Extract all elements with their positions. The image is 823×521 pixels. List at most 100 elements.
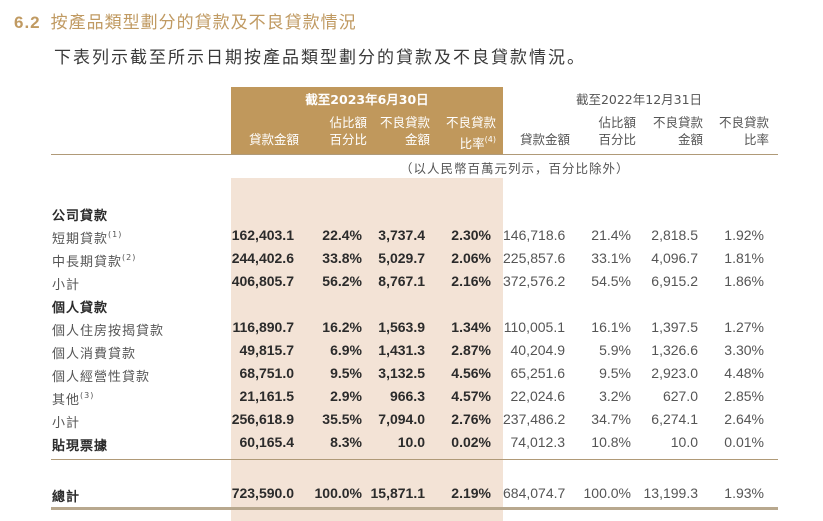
cell-2023: 2.16%	[451, 273, 491, 289]
cell-2022: 1.92%	[724, 227, 764, 243]
cell-2022: 627.0	[662, 388, 698, 404]
subtotal-rule	[51, 459, 778, 460]
cell-2022: 1.81%	[724, 250, 764, 266]
cell-2022: 22,024.6	[510, 388, 566, 404]
cell-2023: 100.0%	[314, 485, 362, 501]
cell-2023: 723,590.0	[231, 485, 294, 501]
total-rule	[51, 507, 778, 510]
cell-2022: 2.85%	[724, 388, 764, 404]
cell-2023: 1.34%	[451, 319, 491, 335]
cell-2023: 1,431.3	[378, 342, 425, 358]
cell-2023: 49,815.7	[239, 342, 295, 358]
cell-2022: 6,915.2	[651, 273, 698, 289]
intro-text: 下表列示截至所示日期按產品類型劃分的貸款及不良貸款情況。	[54, 48, 586, 68]
cell-2023: 966.3	[389, 388, 425, 404]
col-header: 佔比額 百分比	[598, 115, 636, 147]
cell-2023: 10.0	[397, 434, 425, 450]
row-label: 小計	[52, 278, 81, 293]
col-header: 不良貸款 比率	[718, 115, 769, 147]
cell-2023: 8.3%	[330, 434, 362, 450]
cell-2022: 372,576.2	[503, 273, 566, 289]
row-label: 其他(3)	[52, 391, 95, 408]
cell-2023: 3,132.5	[378, 365, 425, 381]
row-label: 中長期貸款(2)	[52, 253, 137, 270]
cell-2023: 56.2%	[322, 273, 362, 289]
cell-2022: 146,718.6	[503, 227, 566, 243]
section-heading: 按產品類型劃分的貸款及不良貸款情況	[50, 13, 357, 33]
cell-2022: 110,005.1	[503, 319, 565, 335]
cell-2023: 35.5%	[322, 411, 362, 427]
highlight-column-2023	[231, 178, 503, 521]
cell-2022: 100.0%	[583, 485, 631, 501]
row-label: 短期貸款(1)	[52, 230, 123, 247]
col-header: 不良貸款 比率(4)	[445, 115, 496, 151]
cell-2022: 1.93%	[724, 485, 764, 501]
cell-2023: 406,805.7	[231, 273, 294, 289]
cell-2022: 13,199.3	[643, 485, 699, 501]
cell-2023: 33.8%	[322, 250, 362, 266]
cell-2022: 5.9%	[599, 342, 631, 358]
header-band-2023	[231, 87, 503, 155]
cell-2023: 1,563.9	[378, 319, 425, 335]
cell-2023: 4.57%	[451, 388, 491, 404]
unit-note: （以人民幣百萬元列示，百分比除外）	[400, 161, 630, 176]
cell-2023: 116,890.7	[232, 319, 294, 335]
col-header: 貸款金額	[519, 132, 570, 147]
cell-2022: 225,857.6	[503, 250, 566, 266]
cell-2022: 4,096.7	[651, 250, 698, 266]
cell-2023: 2.06%	[451, 250, 491, 266]
cell-2022: 4.48%	[724, 365, 764, 381]
cell-2023: 68,751.0	[239, 365, 295, 381]
cell-2022: 3.30%	[724, 342, 764, 358]
cell-2023: 22.4%	[322, 227, 362, 243]
cell-2023: 6.9%	[330, 342, 362, 358]
cell-2023: 15,871.1	[370, 485, 426, 501]
cell-2022: 16.1%	[591, 319, 631, 335]
section-title: 6.2 按產品類型劃分的貸款及不良貸款情況	[14, 8, 357, 33]
cell-2023: 8,767.1	[378, 273, 425, 289]
period-label-2023: 截至2023年6月30日	[305, 92, 429, 107]
row-label: 總計	[52, 490, 81, 505]
cell-2022: 34.7%	[591, 411, 631, 427]
cell-2023: 21,161.5	[239, 388, 295, 404]
cell-2022: 2,923.0	[651, 365, 698, 381]
cell-2022: 40,204.9	[510, 342, 566, 358]
cell-2023: 244,402.6	[231, 250, 294, 266]
cell-2023: 256,618.9	[231, 411, 294, 427]
cell-2022: 10.8%	[591, 434, 631, 450]
row-label: 個人貸款	[52, 301, 109, 316]
cell-2022: 2.64%	[724, 411, 764, 427]
cell-2023: 60,165.4	[239, 434, 295, 450]
cell-2023: 16.2%	[322, 319, 362, 335]
cell-2023: 4.56%	[451, 365, 491, 381]
cell-2023: 9.5%	[330, 365, 362, 381]
row-label: 公司貸款	[52, 209, 109, 224]
cell-2022: 2,818.5	[651, 227, 698, 243]
cell-2023: 3,737.4	[378, 227, 425, 243]
cell-2022: 1,397.5	[651, 319, 698, 335]
cell-2022: 10.0	[670, 434, 698, 450]
row-label: 個人住房按揭貸款	[52, 324, 165, 339]
cell-2022: 33.1%	[591, 250, 631, 266]
row-label: 小計	[52, 416, 81, 431]
row-label: 個人消費貸款	[52, 347, 137, 362]
cell-2023: 5,029.7	[378, 250, 425, 266]
cell-2022: 0.01%	[724, 434, 764, 450]
header-rule	[51, 154, 778, 155]
cell-2022: 65,251.6	[510, 365, 566, 381]
cell-2022: 1.27%	[724, 319, 764, 335]
row-label: 個人經營性貸款	[52, 370, 151, 385]
row-label: 貼現票據	[52, 439, 109, 454]
cell-2022: 237,486.2	[503, 411, 566, 427]
cell-2023: 2.87%	[451, 342, 491, 358]
cell-2022: 1.86%	[724, 273, 764, 289]
cell-2023: 162,403.1	[231, 227, 294, 243]
cell-2022: 1,326.6	[651, 342, 698, 358]
cell-2023: 2.19%	[451, 485, 491, 501]
period-label-2022: 截至2022年12月31日	[575, 92, 703, 107]
section-number: 6.2	[14, 13, 41, 32]
cell-2022: 3.2%	[599, 388, 631, 404]
cell-2023: 2.76%	[451, 411, 491, 427]
col-header: 佔比額 百分比	[329, 115, 367, 147]
cell-2022: 684,074.7	[503, 485, 566, 501]
